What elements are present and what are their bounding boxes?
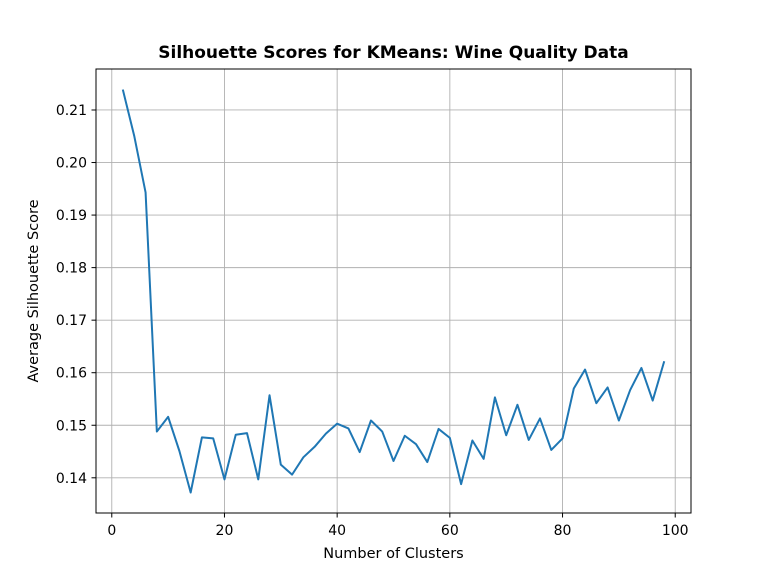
y-tick-label: 0.19 bbox=[56, 208, 87, 224]
y-axis-ticks: 0.14 0.15 0.16 0.17 0.18 0.19 0.20 0.21 bbox=[56, 103, 96, 487]
y-tick-label: 0.15 bbox=[56, 418, 87, 434]
x-tick-label: 100 bbox=[662, 523, 689, 539]
chart-title: Silhouette Scores for KMeans: Wine Quali… bbox=[158, 43, 629, 63]
x-tick-label: 80 bbox=[554, 523, 572, 539]
y-tick-label: 0.20 bbox=[56, 156, 87, 172]
y-tick-label: 0.17 bbox=[56, 313, 87, 329]
y-tick-label: 0.16 bbox=[56, 366, 87, 382]
y-tick-label: 0.18 bbox=[56, 261, 87, 277]
plot-frame bbox=[95, 68, 692, 514]
y-axis-label: Average Silhouette Score bbox=[26, 199, 42, 382]
x-tick-label: 40 bbox=[328, 523, 346, 539]
data-series bbox=[121, 89, 666, 494]
grid-lines bbox=[96, 69, 691, 513]
x-tick-label: 0 bbox=[107, 523, 116, 539]
x-axis-ticks: 0 20 40 60 80 100 bbox=[107, 513, 689, 539]
y-tick-label: 0.14 bbox=[56, 471, 87, 487]
series-line bbox=[121, 89, 666, 494]
x-tick-label: 20 bbox=[216, 523, 234, 539]
x-tick-label: 60 bbox=[441, 523, 459, 539]
x-axis-label: Number of Clusters bbox=[323, 546, 463, 562]
y-tick-label: 0.21 bbox=[56, 103, 87, 119]
